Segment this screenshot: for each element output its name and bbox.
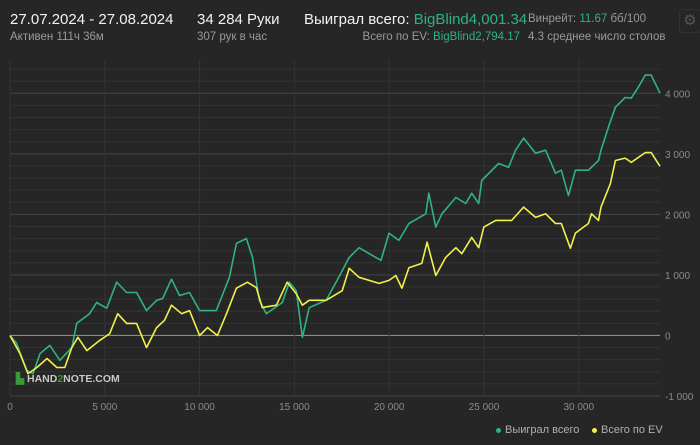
x-tick-label: 10 000 bbox=[184, 402, 215, 413]
ev-total: Всего по EV: BigBlind2,794.17 bbox=[363, 31, 520, 43]
date-range[interactable]: 27.07.2024 - 27.08.2024 bbox=[10, 11, 174, 28]
gear-icon[interactable]: ⚙ bbox=[679, 9, 700, 33]
y-axis: -1 000 0 1 000 2 000 3 000 4 000 bbox=[665, 89, 694, 403]
legend-label-won: Выиграл всего bbox=[505, 424, 580, 436]
x-tick-label: 20 000 bbox=[374, 402, 405, 413]
winrate: Винрейт: 11.67 бб/100 bbox=[528, 13, 646, 25]
y-tick-label: 4 000 bbox=[665, 89, 690, 100]
grid bbox=[9, 60, 660, 397]
ev-label: Всего по EV: bbox=[362, 31, 430, 43]
y-tick-label: 3 000 bbox=[665, 150, 690, 161]
x-tick-label: 5 000 bbox=[92, 402, 117, 413]
active-time: Активен 111ч 36м bbox=[10, 31, 104, 43]
winrate-label: Винрейт: bbox=[528, 13, 577, 25]
x-tick-label: 0 bbox=[7, 402, 13, 413]
stats-header: 27.07.2024 - 27.08.2024 Активен 111ч 36м… bbox=[0, 0, 700, 50]
winrate-value: 11.67 bbox=[579, 13, 608, 25]
ev-value: BigBlind2,794.17 bbox=[433, 31, 520, 43]
won-label: Выиграл всего: bbox=[304, 11, 410, 28]
legend-label-ev: Всего по EV bbox=[601, 424, 663, 436]
legend-item-won[interactable]: Выиграл всего bbox=[496, 424, 579, 436]
y-tick-label: -1 000 bbox=[665, 392, 694, 403]
legend-item-ev[interactable]: Всего по EV bbox=[592, 424, 663, 436]
legend-dot-won bbox=[496, 427, 501, 433]
series-line-ev bbox=[9, 151, 661, 375]
hands-per-hour: 307 рук в час bbox=[197, 31, 268, 43]
hands-count: 34 284 Руки bbox=[197, 11, 280, 28]
y-tick-label: 0 bbox=[665, 331, 671, 342]
won-value: BigBlind4,001.34 bbox=[413, 11, 528, 28]
won-total: Выиграл всего: BigBlind4,001.34 bbox=[304, 11, 527, 28]
hand2note-watermark: ▙ HAND2NOTE.COM bbox=[16, 373, 120, 385]
y-tick-label: 1 000 bbox=[665, 271, 690, 282]
winrate-unit: бб/100 bbox=[610, 13, 647, 25]
x-tick-label: 30 000 bbox=[563, 402, 594, 413]
series-line-won bbox=[9, 74, 661, 375]
legend-dot-ev bbox=[592, 427, 597, 433]
x-tick-label: 15 000 bbox=[279, 402, 310, 413]
avg-tables: 4.3 среднее число столов bbox=[528, 31, 666, 43]
series-lines bbox=[9, 74, 661, 375]
y-tick-label: 2 000 bbox=[665, 210, 690, 221]
x-tick-label: 25 000 bbox=[469, 402, 500, 413]
x-axis: 0 5 000 10 000 15 000 20 000 25 000 30 000 bbox=[7, 402, 594, 413]
